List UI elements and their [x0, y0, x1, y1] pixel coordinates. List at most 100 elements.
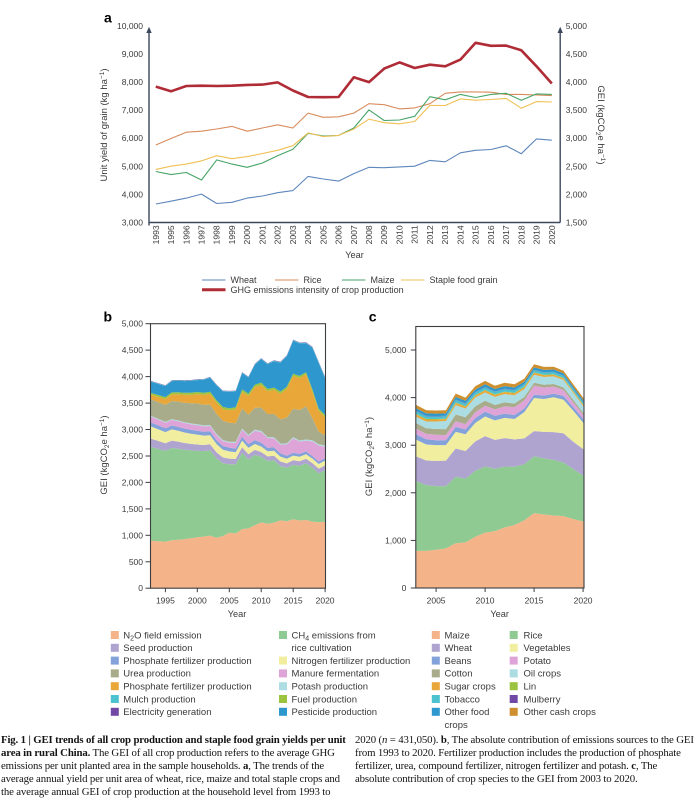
- svg-text:Year: Year: [228, 609, 247, 619]
- svg-text:2000: 2000: [242, 225, 252, 244]
- svg-text:5,000: 5,000: [122, 161, 144, 171]
- svg-text:2020: 2020: [316, 596, 335, 606]
- svg-text:GEI (kgCO2e ha−1): GEI (kgCO2e ha−1): [99, 415, 111, 494]
- svg-text:Maize: Maize: [371, 275, 395, 285]
- svg-text:2004: 2004: [303, 225, 313, 244]
- svg-text:Potato: Potato: [524, 656, 551, 667]
- svg-text:1998: 1998: [212, 225, 222, 244]
- svg-text:1996: 1996: [181, 225, 191, 244]
- svg-text:2015: 2015: [471, 225, 481, 244]
- svg-text:Manure fermentation: Manure fermentation: [292, 669, 380, 680]
- svg-text:Rice: Rice: [524, 630, 543, 641]
- svg-text:4,000: 4,000: [385, 393, 407, 403]
- svg-text:0: 0: [402, 583, 407, 593]
- svg-text:1,500: 1,500: [566, 218, 588, 228]
- svg-text:2010: 2010: [476, 596, 495, 606]
- svg-text:Mulch production: Mulch production: [123, 694, 195, 705]
- svg-text:3,000: 3,000: [566, 133, 588, 143]
- svg-text:1995: 1995: [166, 225, 176, 244]
- svg-text:1999: 1999: [227, 225, 237, 244]
- svg-text:7,000: 7,000: [122, 105, 144, 115]
- svg-text:Beans: Beans: [445, 656, 472, 667]
- svg-text:2008: 2008: [364, 225, 374, 244]
- svg-text:2006: 2006: [334, 225, 344, 244]
- svg-text:2016: 2016: [486, 225, 496, 244]
- svg-text:4,000: 4,000: [122, 372, 144, 382]
- svg-text:2019: 2019: [532, 225, 542, 244]
- svg-text:Electricity generation: Electricity generation: [123, 707, 211, 718]
- svg-text:3,500: 3,500: [566, 105, 588, 115]
- svg-text:5,000: 5,000: [122, 319, 144, 329]
- svg-text:8,000: 8,000: [122, 77, 144, 87]
- svg-text:3,000: 3,000: [122, 425, 144, 435]
- svg-text:2018: 2018: [516, 225, 526, 244]
- svg-text:2011: 2011: [410, 225, 420, 244]
- svg-text:Sugar crops: Sugar crops: [445, 682, 496, 693]
- svg-text:CH4 emissions from: CH4 emissions from: [292, 630, 376, 642]
- svg-text:2005: 2005: [318, 225, 328, 244]
- svg-text:2,000: 2,000: [122, 477, 144, 487]
- svg-text:Vegetables: Vegetables: [524, 643, 571, 654]
- svg-text:2,500: 2,500: [122, 451, 144, 461]
- svg-text:Seed production: Seed production: [123, 643, 192, 654]
- svg-text:2012: 2012: [425, 225, 435, 244]
- svg-text:Unit yield of grain (kg ha−1): Unit yield of grain (kg ha−1): [99, 68, 110, 181]
- svg-text:Year: Year: [490, 609, 509, 619]
- svg-text:Year: Year: [345, 250, 364, 260]
- svg-text:2020: 2020: [547, 225, 557, 244]
- svg-text:2007: 2007: [349, 225, 359, 244]
- svg-text:2001: 2001: [257, 225, 267, 244]
- svg-text:2010: 2010: [395, 225, 405, 244]
- svg-text:Potash production: Potash production: [292, 682, 369, 693]
- svg-text:1997: 1997: [197, 225, 207, 244]
- svg-text:4,000: 4,000: [122, 189, 144, 199]
- svg-text:Tobacco: Tobacco: [445, 694, 480, 705]
- svg-text:9,000: 9,000: [122, 49, 144, 59]
- svg-text:2015: 2015: [284, 596, 303, 606]
- svg-text:4,000: 4,000: [566, 77, 588, 87]
- svg-text:Cotton: Cotton: [445, 669, 473, 680]
- svg-text:2009: 2009: [379, 225, 389, 244]
- svg-text:10,000: 10,000: [117, 21, 143, 31]
- svg-text:3,000: 3,000: [122, 218, 144, 228]
- svg-text:1993: 1993: [151, 225, 161, 244]
- svg-text:2,000: 2,000: [566, 189, 588, 199]
- svg-text:Phosphate fertilizer productio: Phosphate fertilizer production: [123, 682, 251, 693]
- svg-text:Maize: Maize: [445, 630, 470, 641]
- svg-text:4,500: 4,500: [566, 49, 588, 59]
- svg-text:2003: 2003: [288, 225, 298, 244]
- svg-text:2014: 2014: [455, 225, 465, 244]
- svg-text:Other food: Other food: [445, 707, 490, 718]
- svg-text:Nitrogen fertilizer production: Nitrogen fertilizer production: [292, 656, 411, 667]
- svg-text:6,000: 6,000: [122, 133, 144, 143]
- svg-text:crops: crops: [445, 720, 468, 731]
- svg-text:2017: 2017: [501, 225, 511, 244]
- svg-text:Oil crops: Oil crops: [524, 669, 562, 680]
- svg-text:Fuel production: Fuel production: [292, 694, 357, 705]
- svg-text:c: c: [369, 309, 377, 325]
- svg-text:0: 0: [138, 583, 143, 593]
- svg-text:GEI (kgCO2e ha−1): GEI (kgCO2e ha−1): [364, 417, 376, 496]
- svg-text:Lin: Lin: [524, 682, 537, 693]
- svg-text:3,000: 3,000: [385, 440, 407, 450]
- svg-text:4,500: 4,500: [122, 345, 144, 355]
- svg-text:GHG emissions intensity of cro: GHG emissions intensity of crop producti…: [231, 285, 404, 295]
- svg-text:2000: 2000: [188, 596, 207, 606]
- svg-text:rice cultivation: rice cultivation: [292, 643, 352, 654]
- svg-text:a: a: [104, 9, 112, 25]
- svg-text:1,000: 1,000: [385, 535, 407, 545]
- svg-text:Rice: Rice: [304, 275, 322, 285]
- svg-text:Mulberry: Mulberry: [524, 694, 561, 705]
- svg-text:1995: 1995: [156, 596, 175, 606]
- svg-text:2005: 2005: [427, 596, 446, 606]
- svg-text:2002: 2002: [273, 225, 283, 244]
- svg-text:2013: 2013: [440, 225, 450, 244]
- svg-text:Wheat: Wheat: [445, 643, 473, 654]
- svg-text:Staple food grain: Staple food grain: [430, 275, 498, 285]
- svg-text:Phosphate fertilizer productio: Phosphate fertilizer production: [123, 656, 251, 667]
- svg-text:Urea production: Urea production: [123, 669, 191, 680]
- svg-text:5,000: 5,000: [385, 345, 407, 355]
- svg-text:5,000: 5,000: [566, 21, 588, 31]
- svg-text:Other cash crops: Other cash crops: [524, 707, 597, 718]
- svg-text:b: b: [104, 309, 113, 325]
